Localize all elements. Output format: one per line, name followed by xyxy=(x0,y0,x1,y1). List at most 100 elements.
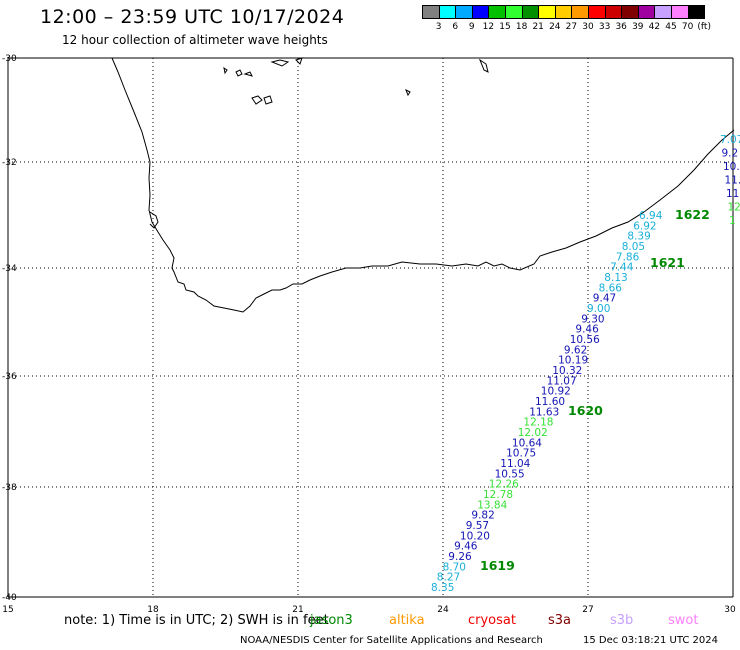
legend-label: 9 xyxy=(468,22,475,32)
legend-label: 18 xyxy=(515,22,528,32)
swh-value: 7.86 xyxy=(616,251,640,263)
satellite-jason3: jason3 xyxy=(310,613,353,628)
swh-value: 10.55 xyxy=(495,468,525,480)
swh-value: 10.32 xyxy=(552,365,582,377)
color-legend xyxy=(422,5,706,19)
swh-value: 12.26 xyxy=(489,479,519,491)
island-8 xyxy=(478,58,489,73)
longitude-tick-label: 18 xyxy=(147,605,159,615)
pass-labels: 1619 1620 1621 1622 xyxy=(480,207,710,573)
swh-value: 10.5 xyxy=(723,161,740,173)
coast-inlet xyxy=(149,211,159,229)
longitude-tick-label: 27 xyxy=(582,605,593,615)
track-values: 8.358.278.709.269.4610.209.579.8213.8412… xyxy=(431,134,740,594)
swh-value: 9.00 xyxy=(587,303,610,315)
island-6 xyxy=(270,59,290,67)
legend-label: 15 xyxy=(499,22,511,32)
pass-number-label: 1620 xyxy=(568,403,603,418)
south-africa-coastline xyxy=(111,57,735,313)
swh-value: 8.66 xyxy=(599,282,623,294)
pass-number-label: 1619 xyxy=(480,558,515,573)
legend-label: 36 xyxy=(615,22,627,32)
swh-value: 1 xyxy=(729,215,736,227)
footer-note: note: 1) Time is in UTC; 2) SWH is in fe… xyxy=(64,613,329,628)
island-2 xyxy=(235,69,243,77)
legend-label: 30 xyxy=(582,22,594,32)
latitude-tick-label: -30 xyxy=(2,54,17,64)
swh-value: 8.35 xyxy=(431,582,454,594)
legend-label: 27 xyxy=(565,22,578,32)
chart-subtitle: 12 hour collection of altimeter wave hei… xyxy=(62,33,328,47)
swh-value: 9.46 xyxy=(454,541,478,553)
island-3 xyxy=(243,71,253,77)
swh-value: 11.63 xyxy=(529,406,559,418)
legend-label: 21 xyxy=(532,22,544,32)
swh-value: 7.07 xyxy=(720,134,740,146)
swh-value: 12.78 xyxy=(483,489,513,501)
pass-number-label: 1621 xyxy=(650,255,685,270)
swh-value: 9.57 xyxy=(466,520,489,532)
swh-value: 11. xyxy=(725,175,740,187)
swh-value: 11.04 xyxy=(500,458,530,470)
swh-value: 8.39 xyxy=(627,231,650,243)
legend-label: 33 xyxy=(598,22,611,32)
swh-value: 10.92 xyxy=(541,386,571,398)
swh-value: 12.02 xyxy=(518,427,548,439)
swh-value: 12.18 xyxy=(523,417,553,429)
legend-label: 39 xyxy=(632,22,644,32)
legend-label: 6 xyxy=(452,22,459,32)
latitude-tick-label: -36 xyxy=(2,372,17,382)
swh-value: 11.60 xyxy=(535,396,565,408)
swh-value: 7.44 xyxy=(610,262,634,274)
swh-value: 8.70 xyxy=(443,561,466,573)
swh-value: 9.26 xyxy=(448,551,472,563)
island-1 xyxy=(223,66,228,75)
latitude-tick-label: -34 xyxy=(2,264,17,274)
swh-value: 9.46 xyxy=(575,324,599,336)
island-4 xyxy=(251,95,263,105)
swh-value: 11.07 xyxy=(547,375,577,387)
swh-value: 6.92 xyxy=(633,220,656,232)
swh-value: 10.56 xyxy=(570,334,600,346)
swh-value: 8.27 xyxy=(437,572,460,584)
island-7 xyxy=(295,57,303,65)
swh-value: 9.62 xyxy=(564,344,587,356)
pass-number-label: 1622 xyxy=(675,207,710,222)
longitude-tick-label: 24 xyxy=(437,605,449,615)
swh-value: 11 xyxy=(726,188,739,200)
timestamp: 15 Dec 03:18:21 UTC 2024 xyxy=(583,635,718,646)
island-9 xyxy=(405,88,411,97)
longitude-tick-label: 15 xyxy=(2,605,13,615)
swh-value: 8.13 xyxy=(604,272,627,284)
legend-label: 42 xyxy=(648,22,661,32)
latitude-tick-label: -40 xyxy=(2,593,17,603)
chart-title: 12:00 – 23:59 UTC 10/17/2024 xyxy=(40,6,345,28)
satellite-cryosat: cryosat xyxy=(468,613,516,628)
swh-value: 6.94 xyxy=(639,210,663,222)
swh-value: 10.64 xyxy=(512,437,542,449)
latitude-tick-label: -32 xyxy=(2,158,17,168)
swh-value: 10.19 xyxy=(558,355,588,367)
axis-labels: 15 18 21 24 27 30 -30 -32 -34 -36 -38 -40 xyxy=(2,54,736,615)
legend-label: (ft) xyxy=(697,22,711,32)
satellite-s3b: s3b xyxy=(610,613,634,628)
satellite-altika: altika xyxy=(389,613,425,628)
latitude-tick-label: -38 xyxy=(2,483,17,493)
longitude-tick-label: 21 xyxy=(292,605,303,615)
swh-value: 10.75 xyxy=(506,448,536,460)
legend-label: 24 xyxy=(549,22,561,32)
legend-label: 12 xyxy=(482,22,495,32)
legend-label: 3 xyxy=(435,22,442,32)
swh-value: 13.84 xyxy=(477,499,507,511)
swh-value: 12 xyxy=(728,202,740,214)
satellite-swot: swot xyxy=(668,613,699,628)
map-grid xyxy=(7,57,734,598)
legend-label: 45 xyxy=(665,22,677,32)
swh-value: 9.30 xyxy=(581,313,604,325)
credit-line: NOAA/NESDIS Center for Satellite Applica… xyxy=(240,635,543,646)
coastline xyxy=(111,57,735,313)
longitude-tick-label: 30 xyxy=(724,605,736,615)
swh-value: 9.2 xyxy=(722,148,739,160)
satellite-s3a: s3a xyxy=(548,613,572,628)
